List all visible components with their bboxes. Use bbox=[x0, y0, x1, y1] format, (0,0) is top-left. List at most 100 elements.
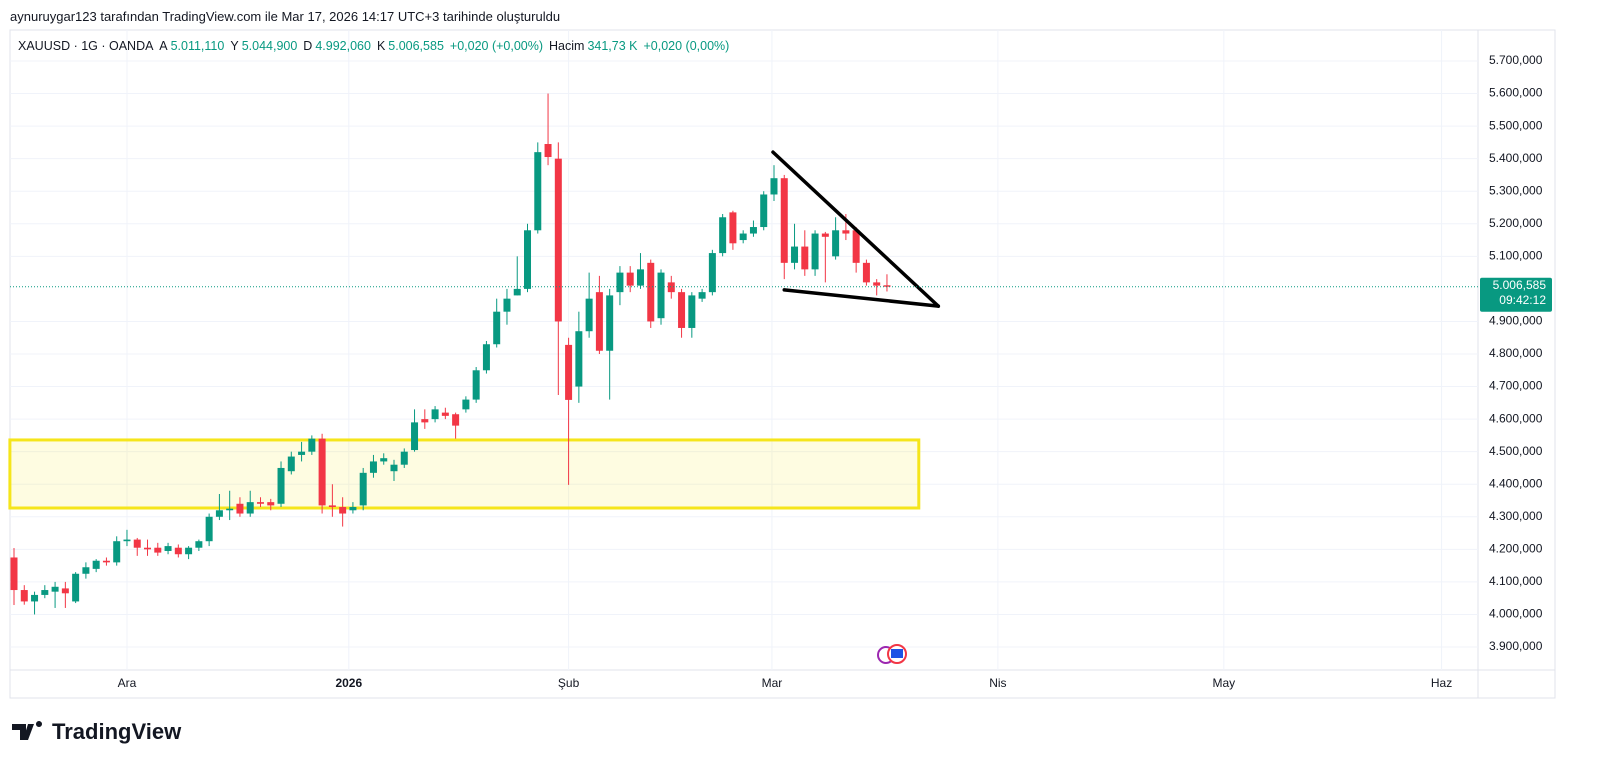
candle-body bbox=[493, 311, 501, 345]
candle-body bbox=[359, 472, 367, 506]
candle-body bbox=[205, 516, 213, 542]
ohlc-key: A bbox=[159, 39, 168, 53]
last-price-box bbox=[1480, 277, 1552, 312]
candle-body bbox=[215, 510, 223, 517]
candle-body bbox=[801, 246, 809, 270]
ohlc-key: K bbox=[376, 39, 386, 53]
y-tick-label: 5.200,000 bbox=[1489, 216, 1543, 230]
candle-body bbox=[811, 233, 819, 270]
candle-body bbox=[185, 547, 193, 555]
brand: TradingView bbox=[52, 719, 182, 744]
candle-body bbox=[339, 507, 347, 514]
candle-body bbox=[657, 272, 665, 319]
ohlc-key: Y bbox=[230, 39, 239, 53]
candle-body bbox=[534, 152, 542, 231]
volume-label: Hacim bbox=[549, 39, 585, 53]
logo-mark bbox=[12, 721, 42, 740]
candle-body bbox=[154, 547, 162, 553]
x-tick-label: Şub bbox=[558, 676, 580, 690]
x-tick-label: 2026 bbox=[335, 676, 362, 690]
x-tick-label: Nis bbox=[989, 676, 1006, 690]
candle-body bbox=[246, 502, 254, 514]
candle-body bbox=[821, 233, 829, 237]
candle-body bbox=[708, 253, 716, 293]
candle-body bbox=[862, 262, 870, 283]
ohlc-value: 5.044,900 bbox=[241, 39, 298, 53]
legend: XAUUSD · 1G · OANDA A 5.011,110 Y 5.044,900… bbox=[18, 39, 735, 53]
y-tick-label: 4.600,000 bbox=[1489, 411, 1543, 425]
candle-body bbox=[267, 502, 275, 506]
candle-body bbox=[411, 422, 419, 451]
candle-body bbox=[380, 458, 388, 462]
candle-body bbox=[256, 502, 264, 504]
trendline bbox=[771, 150, 941, 308]
candle-body bbox=[421, 419, 429, 423]
candle-body bbox=[616, 272, 624, 293]
grid bbox=[10, 30, 1478, 670]
candle-body bbox=[400, 451, 408, 465]
candle-body bbox=[462, 399, 470, 410]
flag bbox=[891, 649, 903, 658]
candle-body bbox=[780, 178, 788, 263]
y-tick-label: 5.300,000 bbox=[1489, 183, 1543, 197]
chart-frame bbox=[9, 29, 1556, 699]
candle-body bbox=[842, 230, 850, 234]
candle-body bbox=[606, 295, 614, 351]
volume-change: +0,020 (0,00%) bbox=[643, 39, 730, 53]
candle-body bbox=[739, 233, 747, 241]
candle-body bbox=[277, 467, 285, 504]
event-icons bbox=[877, 644, 907, 664]
y-tick-label: 5.500,000 bbox=[1489, 118, 1543, 132]
candle-body bbox=[102, 560, 110, 563]
candle-body bbox=[369, 461, 377, 473]
candle-body bbox=[503, 298, 511, 312]
y-tick-label: 4.800,000 bbox=[1489, 346, 1543, 360]
y-tick-label: 4.300,000 bbox=[1489, 509, 1543, 523]
y-tick-label: 4.000,000 bbox=[1489, 607, 1543, 621]
candle-body bbox=[667, 282, 675, 293]
candle-body bbox=[544, 144, 552, 158]
ohlc-value: 5.011,110 bbox=[170, 39, 225, 53]
candle-body bbox=[698, 292, 706, 299]
candle-body bbox=[719, 217, 727, 254]
candle-body bbox=[832, 230, 840, 257]
change: +0,020 (+0,00%) bbox=[449, 39, 544, 53]
candle-body bbox=[852, 230, 860, 263]
candle-body bbox=[770, 178, 778, 195]
y-tick-label: 3.900,000 bbox=[1489, 639, 1543, 653]
candle-body bbox=[431, 409, 439, 420]
credit: aynuruygar123 tarafından TradingView.com… bbox=[10, 9, 561, 24]
candle-body bbox=[144, 547, 152, 550]
x-tick-label: May bbox=[1212, 676, 1235, 690]
last-price-label: 5.006,585 bbox=[1493, 278, 1547, 292]
candle-body bbox=[236, 503, 244, 514]
candle-body bbox=[626, 272, 634, 286]
y-tick-label: 4.900,000 bbox=[1489, 314, 1543, 328]
candle-body bbox=[513, 288, 521, 296]
candle-body bbox=[565, 344, 573, 400]
y-tick-label: 4.200,000 bbox=[1489, 542, 1543, 556]
y-tick-label: 5.400,000 bbox=[1489, 151, 1543, 165]
candle-body bbox=[390, 464, 398, 472]
candle-body bbox=[647, 262, 655, 322]
zone bbox=[8, 438, 921, 510]
candle-body bbox=[92, 560, 100, 569]
candle-body bbox=[554, 158, 562, 322]
candle-body bbox=[133, 539, 141, 548]
candle-body bbox=[61, 588, 69, 594]
y-tick-label: 4.700,000 bbox=[1489, 379, 1543, 393]
candle-body bbox=[585, 298, 593, 332]
candle-body bbox=[595, 292, 603, 351]
candle-body bbox=[688, 295, 696, 328]
candle-body bbox=[195, 541, 203, 548]
y-tick-label: 4.500,000 bbox=[1489, 444, 1543, 458]
candle-body bbox=[298, 451, 306, 455]
volume: 341,73 K bbox=[587, 39, 638, 53]
candle-body bbox=[72, 573, 80, 602]
x-tick-label: Haz bbox=[1431, 676, 1452, 690]
candle-body bbox=[41, 590, 49, 595]
y-tick-label: 5.100,000 bbox=[1489, 249, 1543, 263]
countdown: 09:42:12 bbox=[1499, 293, 1546, 307]
